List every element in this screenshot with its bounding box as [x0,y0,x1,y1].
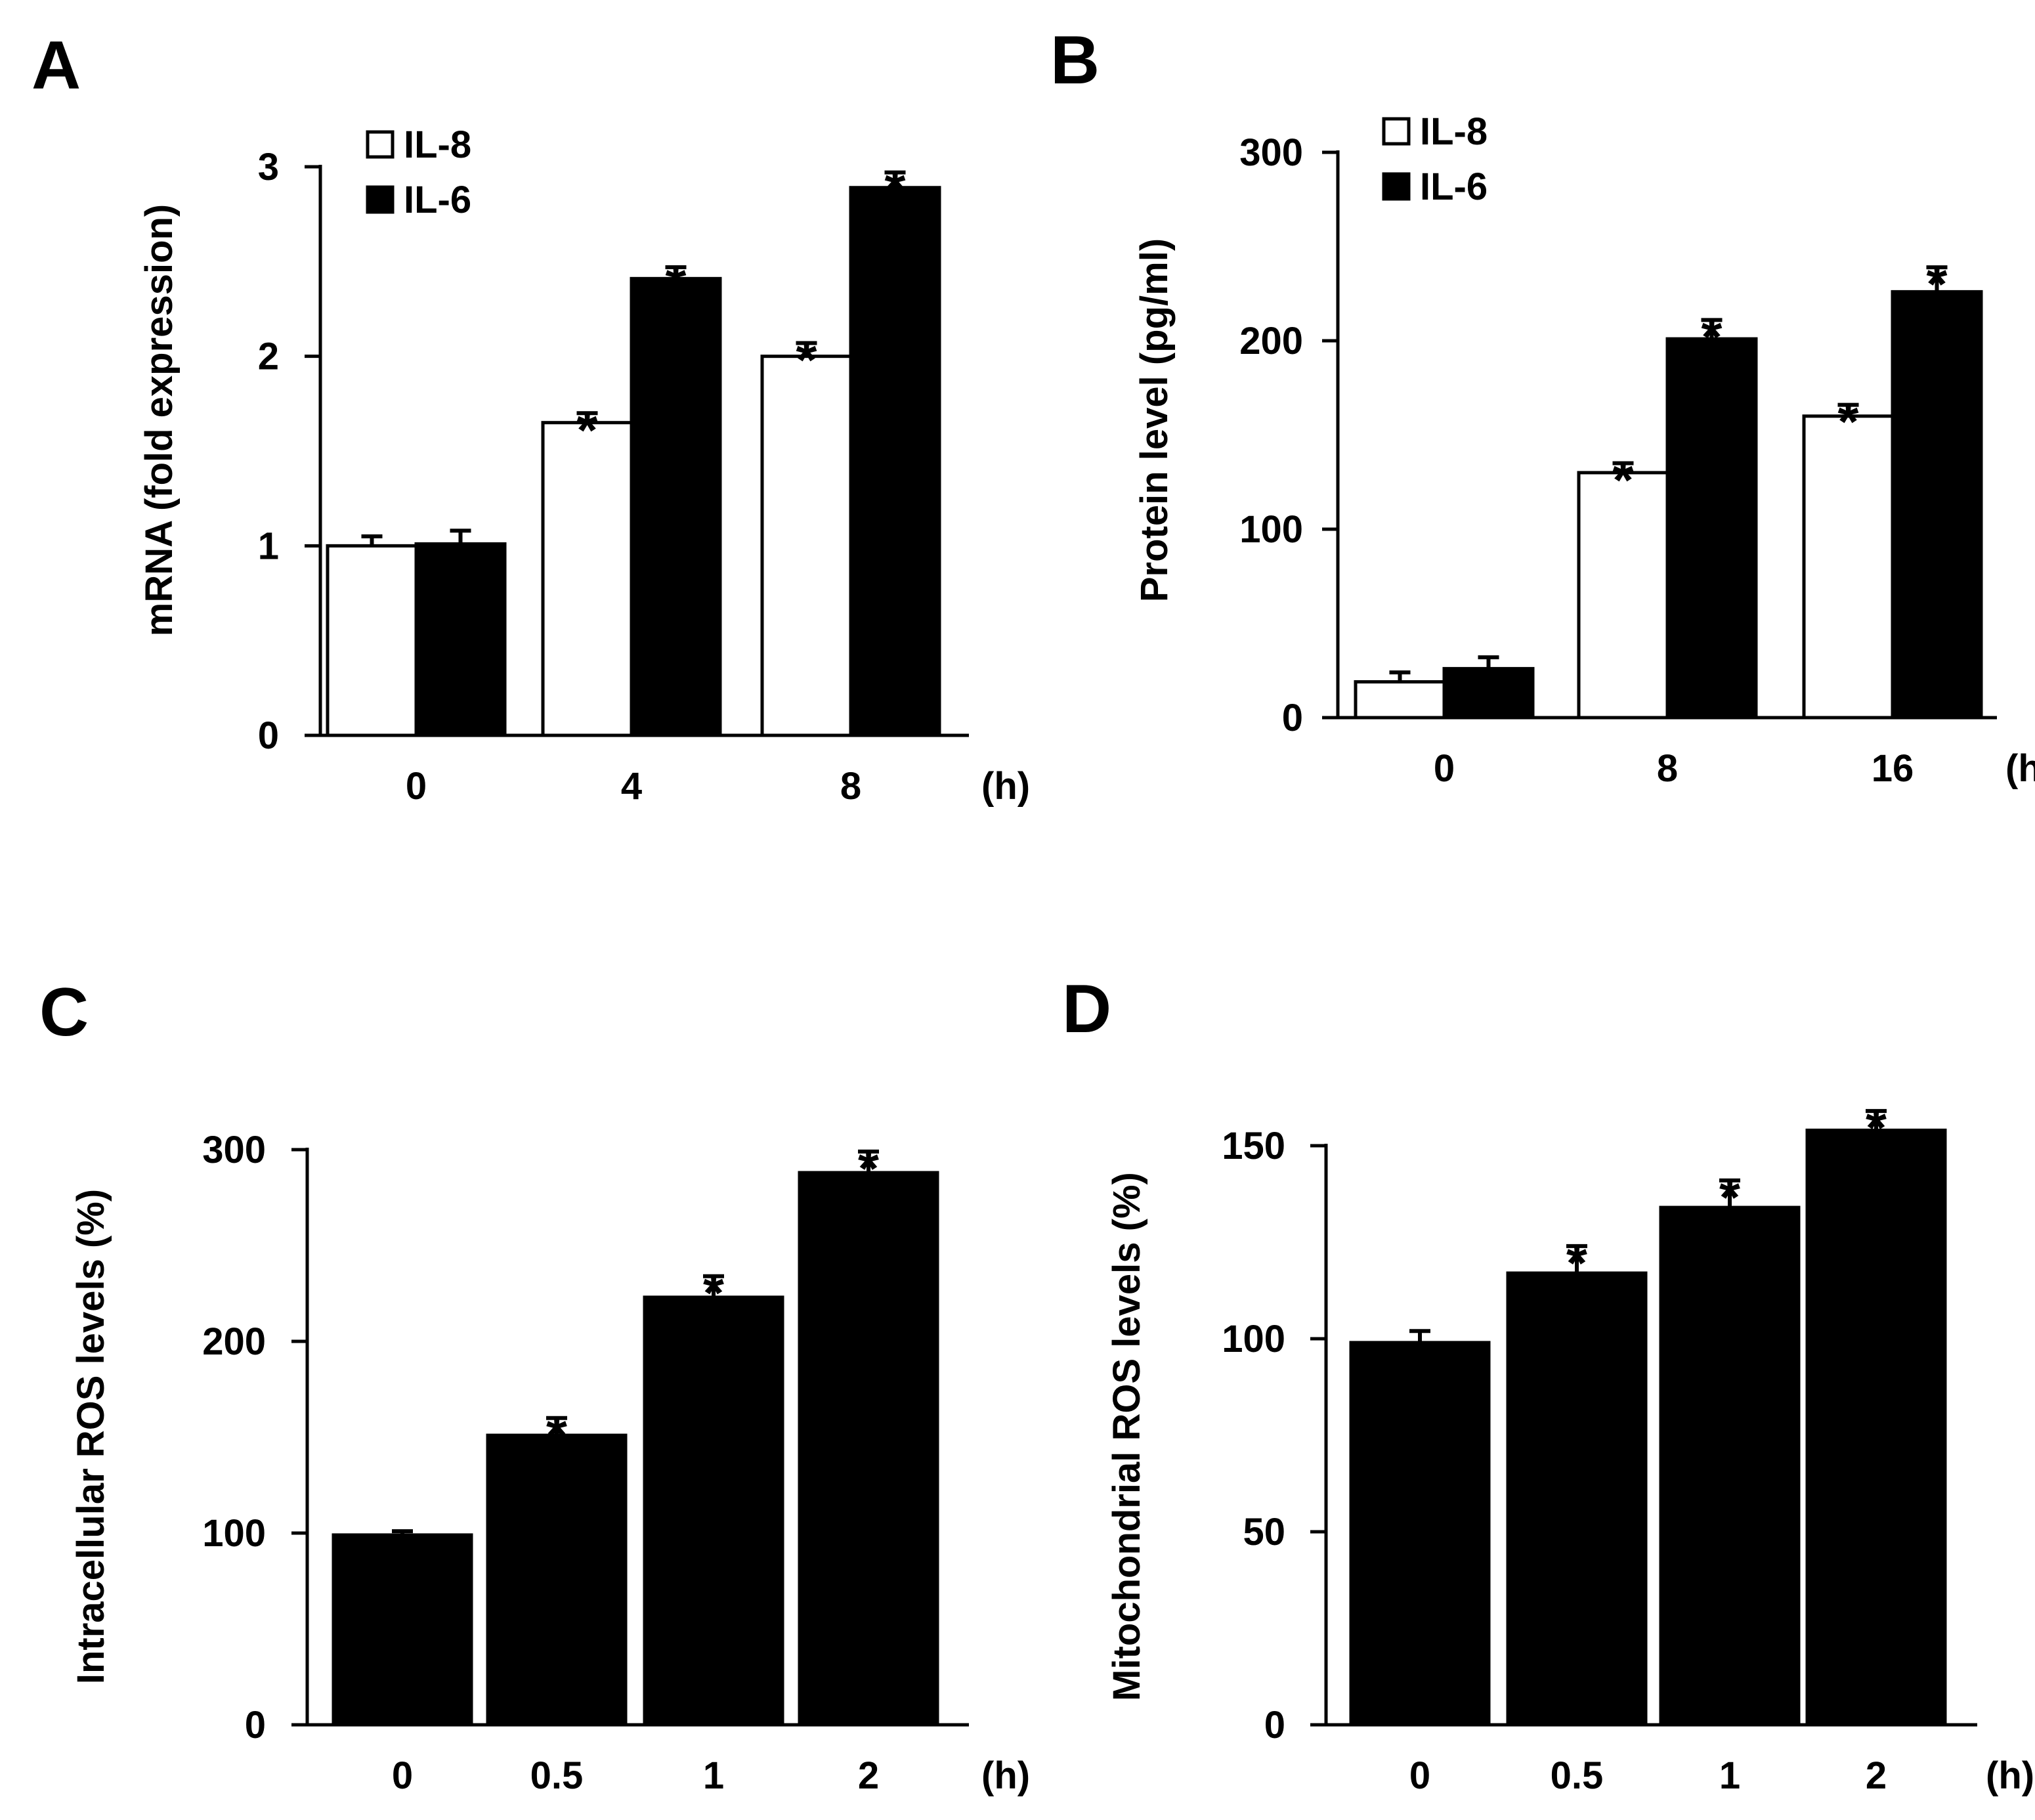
bar-b-s0-0 [1354,680,1446,720]
panel-letter-a: A [32,28,81,104]
x-tick-label-d-1: 1 [1719,1754,1740,1797]
y-tick-label-d-50: 50 [1243,1511,1285,1553]
bar-b-s1-8 [1665,337,1758,720]
bar-c-s0-1 [643,1295,784,1727]
legend-swatch-b-s1 [1382,172,1411,201]
x-tick-label-b-16: 16 [1872,747,1914,790]
y-axis-label-a: mRNA (fold expression) [138,204,181,636]
bar-b-s1-16 [1891,290,1983,720]
panel-letter-b: B [1050,22,1100,98]
bar-c-s0-2 [798,1171,939,1727]
y-tick-label-a-1: 1 [258,525,279,567]
x-tick-label-b-0: 0 [1434,747,1455,790]
bar-a-s0-0 [326,544,418,737]
y-tick-label-d-150: 150 [1222,1125,1285,1167]
x-tick-label-c-0: 0 [392,1754,413,1797]
bar-a-s0-4 [541,421,633,737]
significance-mark-a-s0-4: * [577,401,598,460]
x-tick-label-c-2: 2 [858,1754,879,1797]
legend-swatch-a-s0 [366,130,395,159]
x-unit-label-a: (h) [981,765,1030,808]
significance-mark-b-s1-16: * [1927,255,1948,314]
bar-b-s1-0 [1442,666,1535,720]
x-tick-label-d-0.5: 0.5 [1551,1754,1604,1797]
x-tick-label-d-0: 0 [1409,1754,1430,1797]
y-axis-label-c: Intracellular ROS levels (%) [70,1189,112,1684]
bar-a-s1-0 [414,542,507,737]
y-tick-label-b-200: 200 [1239,320,1303,362]
significance-mark-a-s1-8: * [885,160,906,220]
bar-a-s0-8 [760,355,853,737]
y-tick-label-c-100: 100 [202,1512,266,1555]
y-tick-label-b-0: 0 [1282,697,1303,739]
legend-label-b-s0: IL-8 [1420,110,1488,153]
significance-mark-c-s0-1: * [703,1264,724,1324]
bar-b-s0-16 [1802,414,1895,720]
significance-mark-d-s0-1: * [1719,1168,1740,1228]
chart-panel-c: * * * 0 100 200 300 0 0.5 1 2 (h) Intracellular ROS … [70,1129,1030,1797]
legend-swatch-a-s1 [366,185,395,214]
y-tick-label-d-0: 0 [1264,1704,1285,1746]
y-tick-label-a-3: 3 [258,146,279,188]
y-tick-label-c-200: 200 [202,1320,266,1363]
significance-mark-c-s0-0.5: * [546,1406,567,1465]
legend-label-a-s1: IL-6 [404,179,471,221]
bar-a-s1-8 [849,186,941,737]
bar-d-s0-2 [1805,1128,1947,1727]
x-tick-label-a-4: 4 [621,765,642,808]
bar-d-s0-1 [1659,1205,1801,1727]
x-tick-label-c-1: 1 [703,1754,724,1797]
y-tick-label-c-0: 0 [245,1704,266,1746]
bar-c-s0-0.5 [486,1433,628,1727]
significance-mark-b-s1-8: * [1702,307,1723,367]
x-unit-label-c: (h) [981,1754,1030,1797]
significance-mark-a-s1-4: * [666,255,687,314]
panel-letter-d: D [1062,971,1112,1047]
legend-swatch-b-s0 [1382,117,1411,146]
x-tick-label-d-2: 2 [1866,1754,1887,1797]
bar-c-s0-0 [332,1533,473,1727]
y-tick-label-a-2: 2 [258,336,279,378]
significance-mark-c-s0-2: * [858,1139,879,1199]
bar-d-s0-0.5 [1506,1271,1648,1727]
x-tick-label-c-0.5: 0.5 [530,1754,584,1797]
x-tick-label-b-8: 8 [1657,747,1678,790]
y-tick-label-c-300: 300 [202,1129,266,1171]
chart-panel-b: * * * * 0 100 200 300 0 8 16 (h) Protein level (pg/m… [1133,110,2035,790]
significance-mark-b-s0-16: * [1838,393,1859,452]
chart-panel-a: * * * * 0 1 2 3 0 4 8 (h) mRNA (fold expression) IL-8… [138,123,1030,808]
y-tick-label-a-0: 0 [258,714,279,757]
chart-panel-d: * * * 0 50 100 150 0 0.5 1 2 (h) Mitochondrial ROS l… [1105,1098,2034,1797]
y-tick-label-b-100: 100 [1239,508,1303,551]
x-tick-label-a-8: 8 [840,765,861,808]
bar-a-s1-4 [630,276,722,737]
bar-d-s0-0 [1349,1341,1491,1727]
y-tick-label-b-300: 300 [1239,131,1303,174]
bar-b-s0-8 [1577,471,1669,720]
x-unit-label-b: (h) [2005,747,2035,790]
y-tick-label-d-100: 100 [1222,1318,1285,1360]
legend-label-b-s1: IL-6 [1420,165,1488,208]
legend-label-a-s0: IL-8 [404,123,471,166]
significance-mark-d-s0-0.5: * [1566,1234,1587,1293]
x-tick-label-a-0: 0 [406,765,427,808]
significance-mark-a-s0-8: * [796,330,817,390]
panel-letter-c: C [39,974,89,1051]
significance-mark-b-s0-8: * [1613,451,1634,511]
x-unit-label-d: (h) [1986,1754,2034,1797]
y-axis-label-d: Mitochondrial ROS levels (%) [1105,1172,1148,1701]
y-axis-label-b: Protein level (pg/ml) [1133,238,1176,602]
significance-mark-d-s0-2: * [1866,1098,1887,1158]
